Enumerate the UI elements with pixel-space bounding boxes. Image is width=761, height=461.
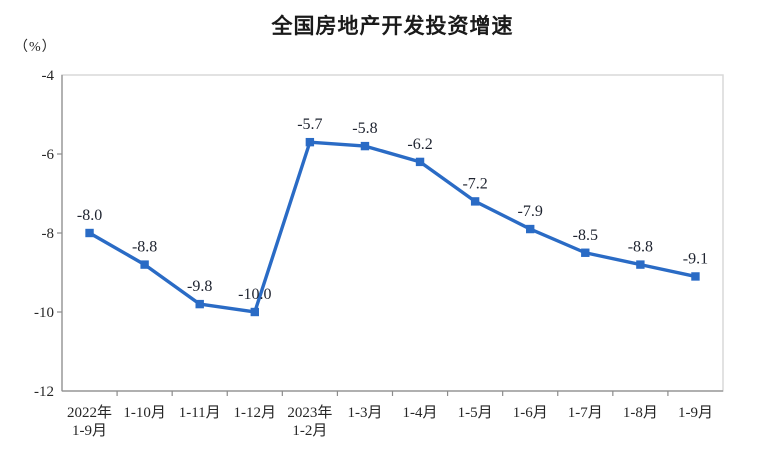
- y-tick-label: -10: [34, 305, 54, 321]
- data-point-marker: [140, 260, 149, 269]
- y-tick-label: -8: [42, 226, 55, 242]
- data-point-label: -7.2: [462, 175, 487, 192]
- x-axis-label: 1-7月: [568, 405, 603, 421]
- data-point-marker: [305, 137, 315, 147]
- data-point-marker: [415, 157, 425, 167]
- x-axis-label: 1-12月: [234, 405, 277, 421]
- data-point-label: -8.5: [573, 227, 598, 244]
- y-tick-label: -4: [42, 68, 55, 84]
- x-axis-label: 1-6月: [513, 405, 548, 421]
- y-tick-label: -6: [42, 147, 55, 163]
- data-point-marker: [85, 228, 94, 238]
- data-point-marker: [691, 272, 700, 281]
- data-point-marker: [360, 141, 370, 151]
- data-point-label: -8.8: [132, 239, 157, 256]
- x-axis-label: 2022年 1-9月: [67, 404, 112, 439]
- data-point-label: -9.8: [187, 278, 212, 295]
- data-point-label: -10.0: [238, 286, 271, 303]
- plot-border: [61, 74, 724, 392]
- data-point-marker: [526, 224, 535, 234]
- x-axis-label: 1-11月: [179, 405, 221, 421]
- data-point-marker: [636, 260, 645, 269]
- data-point-label: -5.7: [297, 116, 322, 133]
- data-point-marker: [470, 197, 480, 206]
- x-axis-label: 1-4月: [403, 405, 438, 421]
- data-point-marker: [195, 299, 204, 309]
- x-axis-label: 2023年 1-2月: [287, 404, 332, 439]
- data-point-label: -8.8: [628, 239, 653, 256]
- x-axis-label: 1-3月: [347, 405, 382, 421]
- data-point-marker: [250, 307, 259, 317]
- data-point-label: -5.8: [352, 120, 377, 137]
- data-point-marker: [581, 248, 590, 257]
- y-tick-label: -12: [34, 384, 54, 400]
- x-axis-label: 1-10月: [123, 405, 166, 421]
- y-axis-unit-label: （%）: [14, 40, 57, 55]
- data-line: [87, 140, 698, 314]
- x-axis-label: 1-5月: [458, 405, 493, 421]
- data-point-label: -9.1: [683, 250, 708, 267]
- data-point-label: -6.2: [407, 136, 432, 153]
- data-point-label: -7.9: [518, 203, 543, 220]
- data-point-label: -8.0: [77, 207, 102, 224]
- x-axis-label: 1-9月: [678, 405, 713, 421]
- chart-title: 全国房地产开发投资增速: [271, 15, 514, 38]
- x-axis-label: 1-8月: [623, 405, 658, 421]
